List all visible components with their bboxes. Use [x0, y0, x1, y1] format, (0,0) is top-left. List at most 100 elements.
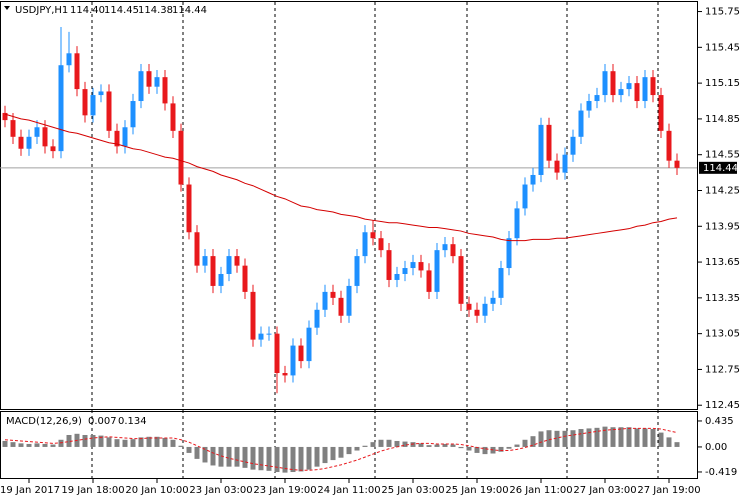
- candle-body: [354, 256, 360, 286]
- candle-body: [602, 71, 608, 96]
- macd-title: MACD(12,26,9): [6, 416, 82, 427]
- moving-average: [4, 113, 678, 242]
- macd-bar: [450, 444, 456, 447]
- macd-bar: [402, 441, 408, 447]
- macd-bar: [434, 444, 440, 447]
- candle-body: [338, 297, 344, 316]
- macd-bar: [314, 446, 320, 467]
- macd-bar: [18, 443, 24, 447]
- candle-body: [98, 91, 104, 96]
- candle-body: [194, 232, 200, 266]
- macd-bar: [642, 428, 648, 447]
- candle-body: [170, 103, 176, 131]
- macd-bar: [34, 443, 40, 447]
- x-tick-label: 26 Jan 11:00: [509, 485, 572, 496]
- candle-body: [34, 127, 40, 137]
- candle-body: [26, 136, 32, 149]
- macd-bar: [2, 440, 8, 447]
- candle-body: [314, 309, 320, 328]
- candle-body: [210, 256, 216, 286]
- macd-bar: [338, 446, 344, 458]
- candle-body: [570, 136, 576, 155]
- macd-bar: [418, 443, 424, 447]
- macd-bar: [650, 429, 656, 447]
- candle-body: [418, 262, 424, 271]
- y-tick-label: 113.35: [705, 293, 740, 304]
- macd-bar: [674, 442, 680, 447]
- macd-bar: [266, 446, 272, 471]
- macd-quote: 0.007: [88, 416, 117, 427]
- macd-bar: [242, 446, 248, 468]
- candle-body: [346, 285, 352, 316]
- macd-bar: [178, 445, 184, 447]
- macd-bar: [498, 446, 504, 452]
- macd-bar: [250, 446, 256, 470]
- candle-body: [426, 270, 432, 292]
- macd-bar: [362, 445, 368, 447]
- last-price-tag: [699, 161, 737, 174]
- macd-bar: [26, 443, 32, 447]
- macd-bar: [634, 428, 640, 447]
- macd-bar: [378, 439, 384, 447]
- macd-bar: [114, 439, 120, 447]
- candle-body: [554, 160, 560, 173]
- macd-bar: [538, 431, 544, 447]
- macd-bar: [210, 446, 216, 466]
- x-tick-label: 23 Jan 19:00: [253, 485, 316, 496]
- macd-bar: [146, 436, 152, 447]
- y-tick-label: 113.95: [705, 221, 740, 232]
- y-tick-label: 115.15: [705, 78, 740, 89]
- macd-bar: [386, 439, 392, 447]
- candle-body: [154, 77, 160, 87]
- macd-bar: [226, 446, 232, 467]
- macd-bar: [618, 427, 624, 447]
- candle-body: [458, 256, 464, 304]
- macd-bar: [506, 446, 512, 449]
- candle-body: [258, 333, 264, 340]
- macd-bar: [82, 434, 88, 447]
- candle-body: [666, 130, 672, 161]
- candle-body: [138, 71, 144, 102]
- candle-body: [442, 244, 448, 251]
- candle-body: [362, 232, 368, 257]
- macd-bar: [546, 430, 552, 447]
- candle-body: [298, 345, 304, 362]
- candle-body: [642, 77, 648, 102]
- quote-value: 114.44: [172, 5, 207, 16]
- candle-body: [122, 127, 128, 147]
- candle-body: [506, 238, 512, 269]
- macd-bar: [394, 440, 400, 447]
- macd-bar: [666, 437, 672, 447]
- candle-body: [482, 303, 488, 316]
- macd-bar: [218, 446, 224, 467]
- candle-body: [202, 256, 208, 266]
- candle-body: [234, 256, 240, 266]
- candle-body: [538, 124, 544, 175]
- menu-arrow[interactable]: [4, 6, 10, 10]
- macd-quote: 0.134: [118, 416, 147, 427]
- macd-bar: [442, 443, 448, 447]
- candle-body: [586, 101, 592, 111]
- macd-bar: [562, 430, 568, 447]
- day-separators: [91, 2, 659, 478]
- y-tick-label: 115.45: [705, 42, 740, 53]
- macd-bar: [530, 436, 536, 447]
- x-tick-label: 25 Jan 03:00: [381, 485, 444, 496]
- candle-body: [18, 136, 24, 149]
- x-tick-label: 27 Jan 03:00: [573, 485, 636, 496]
- candle-body: [594, 95, 600, 102]
- macd-bar: [138, 437, 144, 447]
- macd-bar: [586, 428, 592, 447]
- candle-body: [650, 77, 656, 96]
- candle-body: [74, 53, 80, 90]
- candle-body: [578, 110, 584, 137]
- x-tick-label: 19 Jan 2017: [0, 485, 60, 496]
- candle-body: [162, 77, 168, 104]
- x-tick-label: 25 Jan 19:00: [445, 485, 508, 496]
- candle-body: [634, 83, 640, 102]
- x-tick-label: 24 Jan 11:00: [317, 485, 380, 496]
- candle-body: [410, 262, 416, 269]
- y-tick-label: 113.05: [705, 329, 740, 340]
